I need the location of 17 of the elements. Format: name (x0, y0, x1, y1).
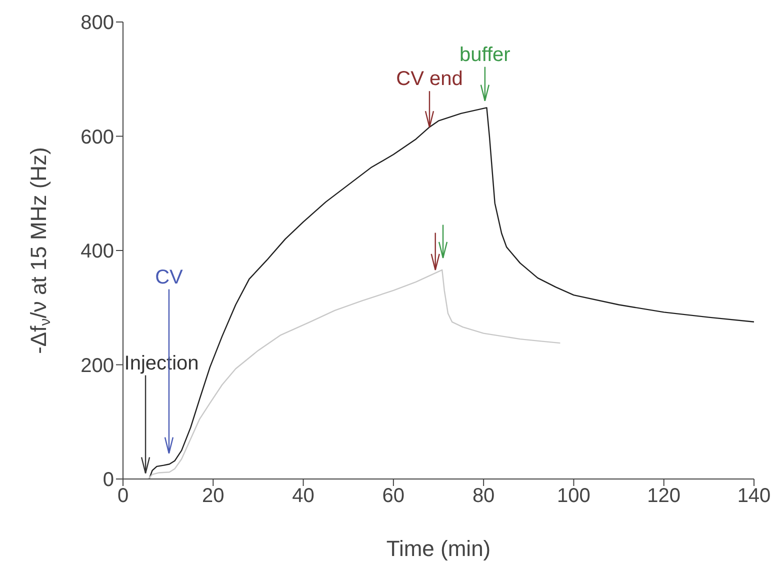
x-tick-label: 20 (202, 485, 224, 508)
x-axis-title: Time (min) (386, 536, 491, 561)
x-tick-label: 100 (557, 485, 590, 508)
annotation: CV end (396, 68, 463, 90)
x-tick-label: 40 (292, 485, 314, 508)
y-tick-label: 200 (80, 354, 114, 377)
y-tick-label: 400 (80, 240, 114, 263)
y-tick-label: 800 (80, 12, 114, 34)
annotation: buffer (460, 44, 511, 66)
annotation: CV (155, 266, 184, 288)
y-tick-label: 0 (102, 469, 114, 492)
x-tick-label: 140 (737, 485, 771, 508)
x-tick-label: 60 (382, 485, 405, 508)
x-tick-label: 0 (117, 485, 129, 508)
x-tick-label: 80 (472, 485, 495, 508)
x-tick-label: 120 (647, 485, 681, 508)
y-tick-label: 600 (80, 126, 114, 148)
